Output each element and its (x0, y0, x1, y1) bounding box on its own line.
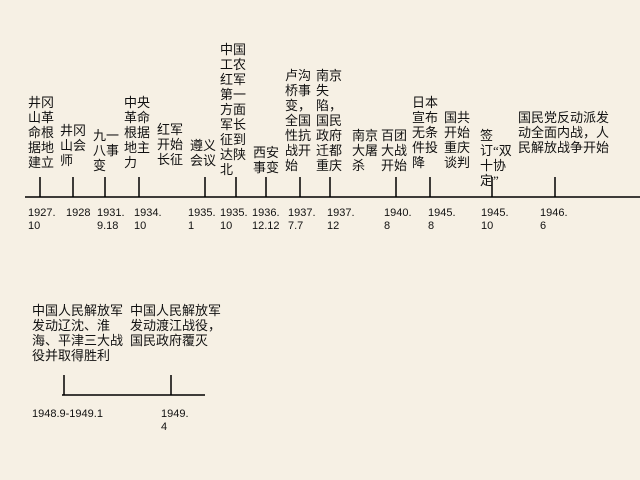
event-label: 国共开始重庆谈判 (444, 110, 471, 170)
event-label: 井冈山革命根据地建立 (28, 95, 55, 170)
event-label: 南京大屠杀 (352, 128, 379, 173)
event-label: 中国人民解放军发动渡江战役，国民政府覆灭 (130, 303, 222, 348)
event-date: 1935.1 (188, 207, 216, 232)
event-date: 1937.7.7 (288, 207, 316, 232)
event-date: 1946.6 (540, 207, 568, 232)
event-date: 1945.10 (481, 207, 509, 232)
event-label: 国民党反动派发动全面内战，人民解放战争开始 (518, 110, 610, 155)
event-date: 1934.10 (134, 207, 162, 232)
event-date: 1936.12.12 (252, 207, 280, 232)
event-label: 西安事变 (253, 145, 280, 175)
event-date: 1940.8 (384, 207, 412, 232)
event-label: 中国工农红军第一方面军长征到达陕北 (220, 42, 247, 177)
event-label: 井冈山会师 (60, 123, 87, 168)
event-label: 卢沟桥事变，全国性抗战开始 (285, 68, 312, 173)
event-label: 红军开始长征 (157, 122, 184, 167)
event-label: 南京失陷，国民政府迁都重庆 (316, 68, 343, 173)
event-date: 1945.8 (428, 207, 456, 232)
event-label: 遵义会议 (190, 138, 217, 168)
event-date: 1927.10 (28, 207, 56, 232)
event-label: 九一八事变 (93, 128, 120, 173)
event-label: 百团大战开始 (381, 128, 408, 173)
event-date: 1931.9.18 (97, 207, 125, 232)
event-date: 1935.10 (220, 207, 248, 232)
event-date: 1948.9-1949.1 (32, 408, 103, 420)
event-label: 日本宣布无条件投降 (412, 95, 439, 170)
event-label: 中央革命根据地主力 (124, 95, 151, 170)
event-date: 1928 (66, 207, 91, 219)
event-label: 中国人民解放军发动辽沈、淮海、平津三大战役并取得胜利 (32, 303, 124, 363)
event-date: 1949.4 (161, 408, 189, 433)
event-label: 签订“双十协定” (480, 128, 512, 188)
event-date: 1937.12 (327, 207, 355, 232)
